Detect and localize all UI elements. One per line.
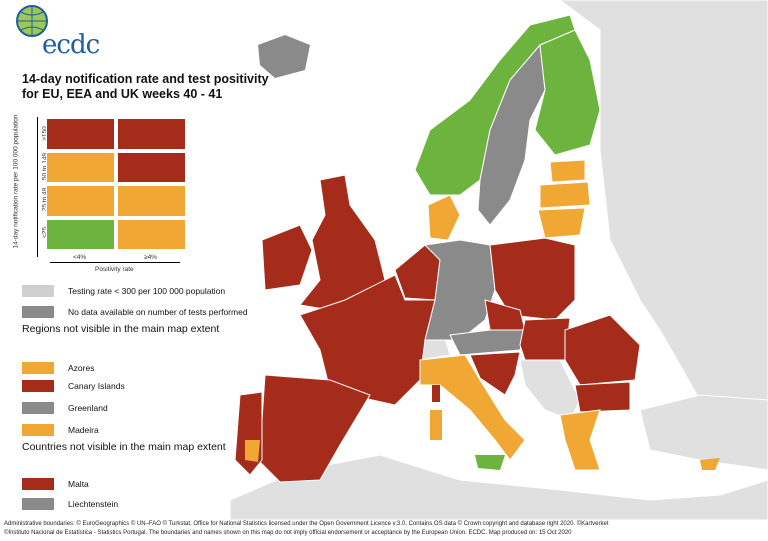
region-lithuania — [537, 207, 586, 239]
y-axis-label: 14-day notification rate per 100 000 pop… — [12, 114, 20, 249]
footer-credits: Administrative boundaries: © EuroGeograp… — [4, 520, 764, 538]
matrix-cell — [46, 218, 115, 250]
ecdc-logo: ecdc — [12, 4, 100, 64]
column-label: ≥4% — [144, 254, 157, 261]
column-label: <4% — [73, 254, 87, 261]
region-finland — [534, 29, 601, 156]
x-axis-arrow — [50, 262, 180, 263]
legend-label: Testing rate < 300 per 100 000 populatio… — [68, 286, 226, 296]
matrix-cell — [46, 185, 115, 217]
swatch — [22, 306, 54, 318]
swatch — [22, 285, 54, 297]
region-germany — [423, 239, 496, 341]
region-sardinia — [430, 410, 442, 440]
region-portugal-south — [245, 440, 260, 462]
swatch — [22, 424, 54, 436]
legend-label: No data available on number of tests per… — [68, 307, 248, 317]
swatch — [22, 380, 54, 392]
matrix-cell — [117, 151, 186, 183]
region-cyprus — [700, 458, 720, 470]
risk-matrix — [46, 118, 186, 250]
legend-region: Greenland — [22, 402, 108, 414]
legend-label: Canary Islands — [68, 381, 125, 391]
footer-line: Administrative boundaries: © EuroGeograp… — [4, 521, 609, 527]
region-ireland — [261, 224, 313, 291]
legend-label: Greenland — [68, 403, 108, 413]
matrix-cell — [117, 118, 186, 150]
matrix-cell — [117, 218, 186, 250]
matrix-cell — [46, 118, 115, 150]
swatch — [22, 402, 54, 414]
legend-label: Malta — [68, 479, 89, 489]
region-poland — [489, 237, 576, 321]
legend-region: Azores — [22, 362, 94, 374]
region-sicily — [475, 455, 505, 470]
globe-icon — [16, 5, 48, 37]
region-portugal — [234, 391, 263, 476]
region-greece — [559, 409, 601, 471]
legend-label: Azores — [68, 363, 95, 373]
region-denmark — [427, 194, 461, 241]
region-iceland — [258, 35, 310, 78]
region-corsica — [432, 385, 440, 402]
region-croatia-slovenia — [469, 351, 521, 396]
matrix-cell — [46, 151, 115, 183]
legend-region: Canary Islands — [22, 380, 125, 392]
countries-header: Countries not visible in the main map ex… — [22, 441, 226, 453]
swatch — [22, 498, 54, 510]
region-estonia — [549, 159, 586, 183]
matrix-cell — [117, 185, 186, 217]
region-russia-east — [559, 0, 768, 421]
legend-label: Liechtenstein — [68, 499, 119, 509]
legend-country: Liechtenstein — [22, 498, 118, 510]
swatch — [22, 478, 54, 490]
regions-header: Regions not visible in the main map exte… — [22, 323, 220, 335]
region-slovakia-hungary — [519, 317, 571, 361]
map-title: 14-day notification rate and test positi… — [22, 72, 269, 101]
legend-no-data: No data available on number of tests per… — [22, 306, 248, 318]
region-austria — [449, 329, 526, 356]
legend-region: Madeira — [22, 424, 99, 436]
region-romania — [564, 314, 641, 386]
region-africa — [229, 454, 768, 521]
y-axis-arrow — [37, 117, 38, 257]
legend-country: Malta — [22, 478, 89, 490]
legend-label: Madeira — [68, 425, 99, 435]
region-bulgaria — [574, 381, 631, 413]
legend-testing-rate: Testing rate < 300 per 100 000 populatio… — [22, 285, 225, 297]
region-sweden — [477, 43, 546, 226]
region-turkey — [639, 394, 768, 471]
swatch — [22, 362, 54, 374]
logo-text: ecdc — [42, 30, 100, 60]
x-axis-label: Positivity rate — [95, 266, 134, 273]
region-latvia — [539, 181, 591, 209]
footer-line: ©Instituto Nacional de Estatística - Sta… — [4, 530, 572, 536]
